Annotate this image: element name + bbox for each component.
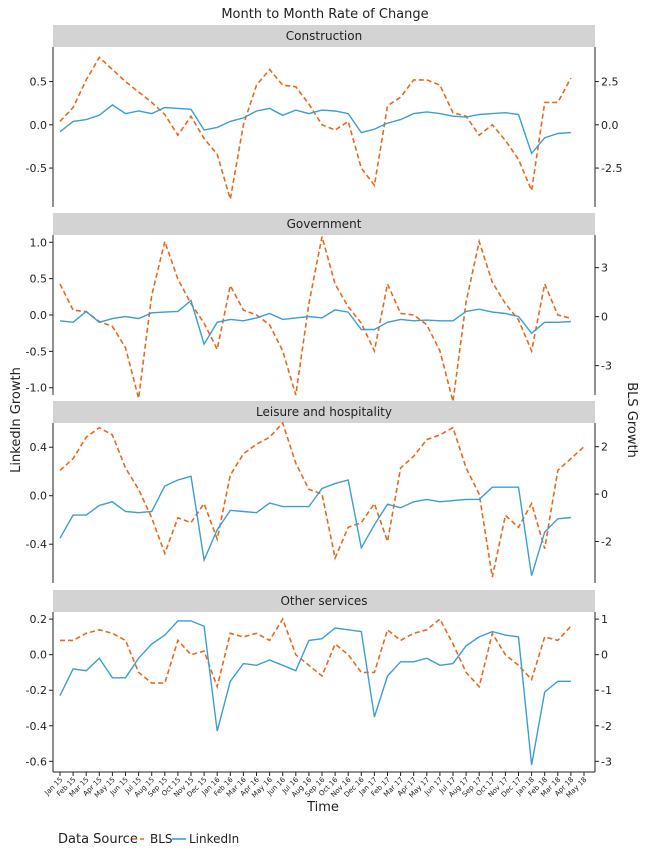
right-tick-label-other-services-1: -2 bbox=[601, 720, 612, 733]
panel-title-construction: Construction bbox=[286, 29, 362, 43]
series-line-bls-other-services bbox=[60, 617, 572, 690]
left-tick-label-other-services-4: 0.2 bbox=[30, 613, 48, 626]
panel-strip-government bbox=[53, 213, 595, 235]
left-tick-label-leisure-and-hospitality-1: 0.0 bbox=[30, 490, 48, 503]
right-tick-label-construction-2: 2.5 bbox=[601, 76, 619, 89]
panel-government: Government -1.0 -0.5 0.0 0.5 1.0 -3 0 3 bbox=[26, 213, 612, 402]
left-tick-label-construction-2: 0.5 bbox=[30, 76, 48, 89]
legend-label-bls: BLS bbox=[150, 832, 173, 846]
legend-title: Data Source bbox=[58, 832, 138, 847]
series-line-linkedin-leisure-and-hospitality bbox=[59, 475, 571, 576]
right-tick-label-leisure-and-hospitality-2: 2 bbox=[601, 441, 608, 454]
panels: Construction -0.5 0.0 0.5 -2.5 0.0 2.5 Governme… bbox=[26, 25, 622, 772]
panel-title-government: Government bbox=[287, 217, 362, 231]
panel-strip-other-services bbox=[53, 590, 595, 612]
left-tick-label-construction-1: 0.0 bbox=[30, 119, 48, 132]
series-line-linkedin-other-services bbox=[59, 620, 571, 766]
right-tick-label-other-services-4: 1 bbox=[601, 613, 608, 626]
panel-other-services: Other services -0.6 -0.4 -0.2 0.0 0.2 -3 -2 -1 0 1 bbox=[26, 590, 612, 772]
right-tick-label-government-1: 0 bbox=[601, 311, 608, 324]
legend: Data Source BLS LinkedIn bbox=[58, 832, 239, 847]
right-tick-label-other-services-3: 0 bbox=[601, 649, 608, 662]
left-tick-label-other-services-2: -0.2 bbox=[26, 684, 47, 697]
left-tick-label-government-1: -0.5 bbox=[26, 345, 47, 358]
panel-strip-construction bbox=[53, 25, 595, 47]
y-axis-label-left: LinkedIn Growth bbox=[9, 367, 24, 473]
left-tick-label-other-services-0: -0.6 bbox=[26, 755, 47, 768]
right-tick-label-construction-1: 0.0 bbox=[601, 119, 619, 132]
panel-title-other-services: Other services bbox=[280, 594, 367, 608]
left-tick-label-construction-0: -0.5 bbox=[26, 162, 47, 175]
left-tick-label-government-2: 0.0 bbox=[30, 309, 48, 322]
left-tick-label-leisure-and-hospitality-0: -0.4 bbox=[26, 538, 47, 551]
left-tick-label-government-3: 0.5 bbox=[30, 273, 48, 286]
right-tick-label-leisure-and-hospitality-1: 0 bbox=[601, 488, 608, 501]
y-axis-label-right: BLS Growth bbox=[624, 382, 639, 458]
panel-title-leisure-and-hospitality: Leisure and hospitality bbox=[256, 405, 392, 419]
series-line-linkedin-government bbox=[59, 299, 571, 346]
right-tick-label-government-0: -3 bbox=[601, 360, 612, 373]
panel-construction: Construction -0.5 0.0 0.5 -2.5 0.0 2.5 bbox=[26, 25, 622, 207]
series-line-linkedin-construction bbox=[59, 104, 571, 155]
right-tick-label-construction-0: -2.5 bbox=[601, 162, 622, 175]
panel-leisure-and-hospitality: Leisure and hospitality -0.4 0.0 0.4 -2 0 2 bbox=[26, 401, 612, 583]
series-line-bls-leisure-and-hospitality bbox=[59, 421, 585, 578]
series-line-bls-government bbox=[59, 236, 572, 402]
left-tick-label-government-4: 1.0 bbox=[30, 236, 48, 249]
x-axis-label: Time bbox=[306, 800, 339, 815]
right-tick-label-other-services-2: -1 bbox=[601, 684, 612, 697]
left-tick-label-government-0: -1.0 bbox=[26, 382, 47, 395]
right-tick-label-government-2: 3 bbox=[601, 262, 608, 275]
panel-strip-leisure-and-hospitality bbox=[53, 401, 595, 423]
chart-title: Month to Month Rate of Change bbox=[221, 7, 428, 22]
left-tick-label-other-services-1: -0.4 bbox=[26, 720, 47, 733]
right-tick-label-leisure-and-hospitality-0: -2 bbox=[601, 536, 612, 549]
legend-label-linkedin: LinkedIn bbox=[189, 832, 239, 846]
left-tick-label-other-services-3: 0.0 bbox=[30, 649, 48, 662]
series-line-bls-construction bbox=[59, 56, 572, 200]
right-tick-label-other-services-0: -3 bbox=[601, 755, 612, 768]
left-tick-label-leisure-and-hospitality-2: 0.4 bbox=[30, 441, 48, 454]
